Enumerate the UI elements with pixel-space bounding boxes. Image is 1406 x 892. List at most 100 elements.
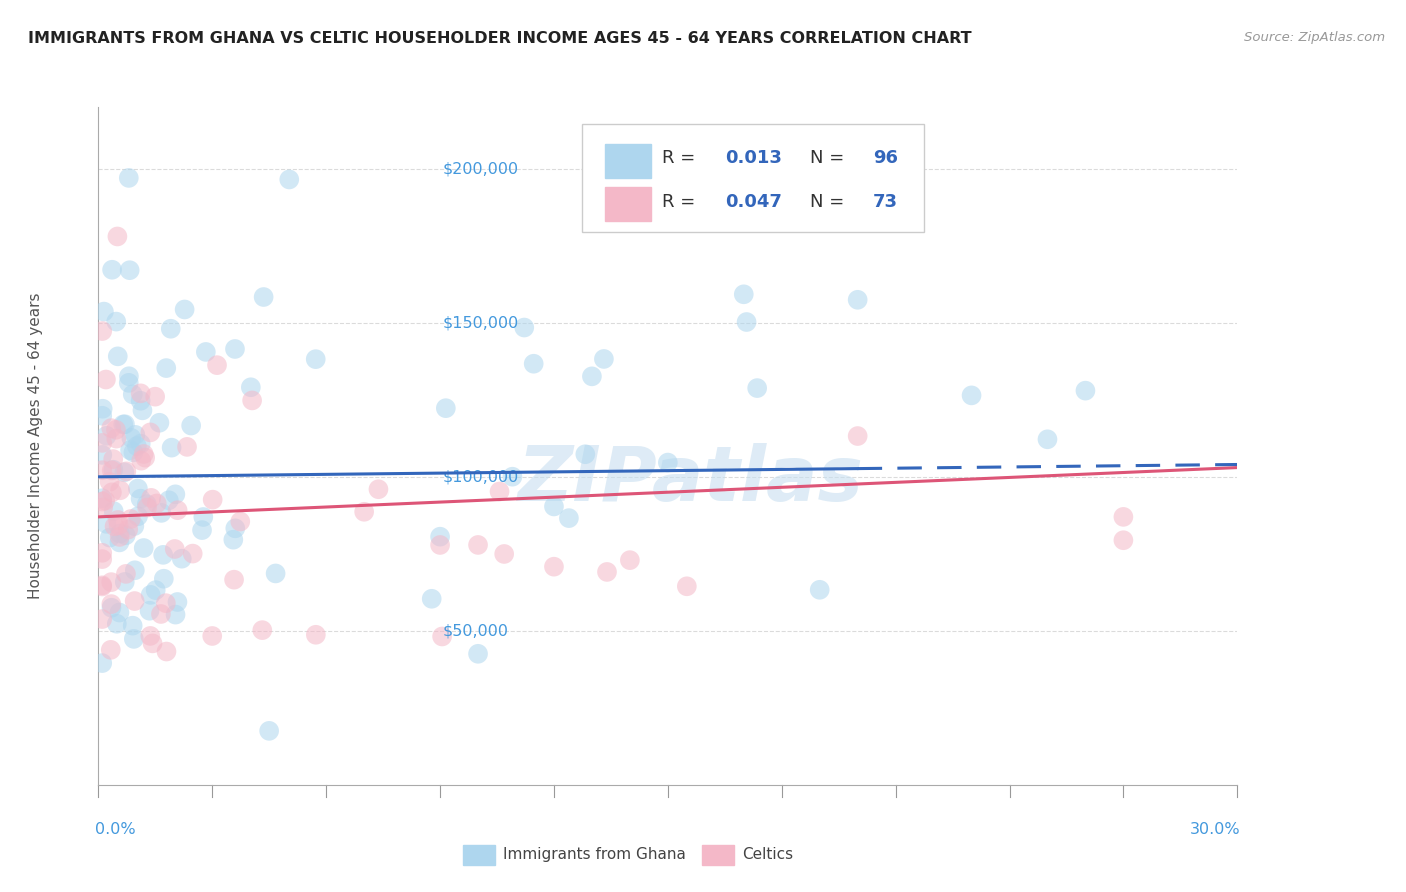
Text: Householder Income Ages 45 - 64 years: Householder Income Ages 45 - 64 years: [28, 293, 44, 599]
Celtics: [132, 447, 155, 461]
Immigrants from Ghana: [96, 516, 118, 531]
Immigrants from Ghana: [114, 528, 136, 542]
Celtics: [139, 629, 162, 643]
Celtics: [120, 512, 142, 526]
Immigrants from Ghana: [121, 618, 143, 632]
Immigrants from Ghana: [112, 465, 135, 479]
Text: $150,000: $150,000: [443, 315, 519, 330]
Immigrants from Ghana: [132, 541, 155, 555]
Immigrants from Ghana: [1036, 432, 1059, 446]
Celtics: [91, 436, 114, 450]
Celtics: [108, 530, 131, 544]
Immigrants from Ghana: [165, 487, 187, 501]
Immigrants from Ghana: [747, 381, 769, 395]
Immigrants from Ghana: [101, 262, 124, 277]
Text: R =: R =: [662, 193, 702, 211]
Immigrants from Ghana: [155, 361, 177, 376]
Immigrants from Ghana: [125, 439, 148, 453]
Immigrants from Ghana: [148, 416, 170, 430]
Immigrants from Ghana: [122, 632, 145, 646]
Celtics: [201, 492, 224, 507]
Celtics: [205, 358, 228, 372]
Immigrants from Ghana: [846, 293, 869, 307]
Immigrants from Ghana: [467, 647, 489, 661]
Immigrants from Ghana: [160, 441, 183, 455]
Celtics: [129, 453, 152, 467]
Celtics: [101, 485, 124, 500]
Immigrants from Ghana: [581, 369, 603, 384]
Immigrants from Ghana: [808, 582, 831, 597]
Immigrants from Ghana: [108, 535, 131, 549]
Celtics: [100, 463, 122, 477]
Immigrants from Ghana: [107, 349, 129, 363]
Celtics: [107, 518, 129, 533]
Celtics: [104, 423, 127, 437]
Celtics: [124, 594, 146, 608]
Immigrants from Ghana: [543, 500, 565, 514]
Celtics: [367, 482, 389, 496]
Immigrants from Ghana: [264, 566, 287, 581]
Immigrants from Ghana: [103, 504, 125, 518]
Celtics: [136, 500, 159, 515]
Celtics: [100, 643, 122, 657]
Text: $100,000: $100,000: [443, 469, 519, 484]
Immigrants from Ghana: [159, 322, 181, 336]
Text: Immigrants from Ghana: Immigrants from Ghana: [503, 847, 686, 863]
Text: $200,000: $200,000: [443, 161, 519, 176]
Celtics: [91, 612, 114, 626]
Celtics: [1112, 533, 1135, 548]
Celtics: [176, 440, 198, 454]
Celtics: [91, 579, 114, 593]
Immigrants from Ghana: [105, 616, 128, 631]
Celtics: [430, 630, 453, 644]
Immigrants from Ghana: [122, 445, 145, 459]
Immigrants from Ghana: [145, 583, 167, 598]
Celtics: [201, 629, 224, 643]
Immigrants from Ghana: [593, 351, 616, 366]
Immigrants from Ghana: [120, 443, 142, 458]
Immigrants from Ghana: [657, 456, 679, 470]
Celtics: [676, 579, 699, 593]
Immigrants from Ghana: [121, 387, 143, 401]
Celtics: [100, 421, 122, 435]
Celtics: [94, 493, 117, 508]
Celtics: [103, 452, 125, 467]
FancyBboxPatch shape: [582, 124, 924, 233]
Immigrants from Ghana: [166, 595, 188, 609]
Celtics: [145, 496, 167, 510]
Immigrants from Ghana: [150, 506, 173, 520]
Celtics: [240, 393, 263, 408]
Immigrants from Ghana: [124, 428, 146, 442]
Text: 0.0%: 0.0%: [96, 822, 135, 838]
Celtics: [107, 229, 129, 244]
Celtics: [134, 450, 156, 465]
Text: 73: 73: [873, 193, 898, 211]
Celtics: [596, 565, 619, 579]
Immigrants from Ghana: [139, 588, 162, 602]
Immigrants from Ghana: [93, 304, 115, 318]
Celtics: [155, 596, 177, 610]
Immigrants from Ghana: [513, 320, 536, 334]
Celtics: [117, 523, 139, 537]
Immigrants from Ghana: [124, 519, 146, 533]
Immigrants from Ghana: [91, 409, 114, 423]
Text: 0.013: 0.013: [725, 149, 782, 167]
Immigrants from Ghana: [165, 607, 187, 622]
Celtics: [353, 505, 375, 519]
Immigrants from Ghana: [733, 287, 755, 301]
Celtics: [149, 607, 172, 621]
Immigrants from Ghana: [558, 511, 581, 525]
Celtics: [91, 546, 114, 560]
Celtics: [305, 628, 328, 642]
Immigrants from Ghana: [253, 290, 276, 304]
Immigrants from Ghana: [118, 369, 141, 384]
Immigrants from Ghana: [138, 604, 160, 618]
Immigrants from Ghana: [135, 497, 157, 511]
Celtics: [100, 597, 122, 611]
Immigrants from Ghana: [305, 352, 328, 367]
Immigrants from Ghana: [180, 418, 202, 433]
Immigrants from Ghana: [224, 521, 246, 535]
Celtics: [467, 538, 489, 552]
Celtics: [100, 575, 122, 590]
Immigrants from Ghana: [114, 417, 136, 432]
